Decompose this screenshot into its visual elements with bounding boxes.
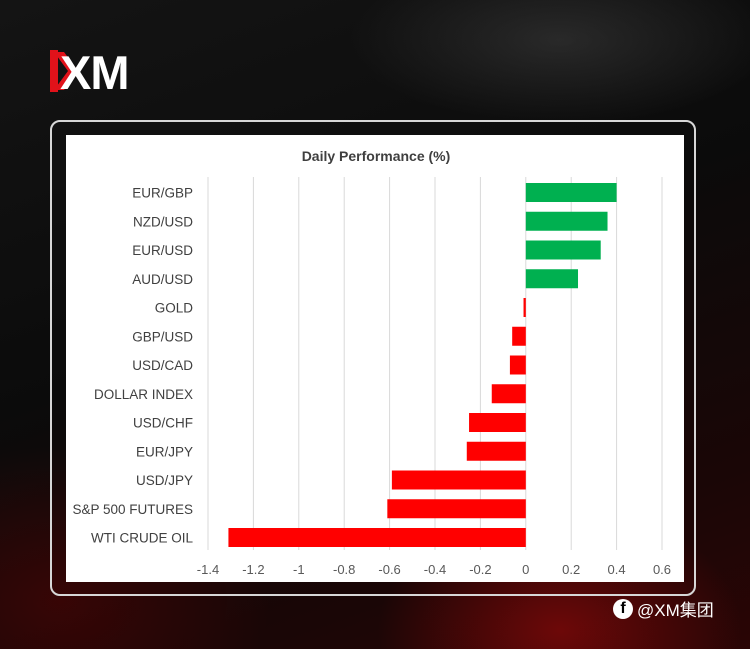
bar (525, 183, 617, 202)
bar (525, 240, 601, 260)
chart-panel: Daily Performance (%) EUR/GBP NZD/USD EUR/… (66, 135, 684, 582)
xm-logo-icon: XM (50, 48, 130, 94)
category-label: USD/CHF (133, 416, 193, 431)
bar (525, 269, 579, 289)
x-tick-label: -1 (293, 562, 305, 577)
category-label: GBP/USD (132, 329, 193, 344)
bar (525, 211, 608, 231)
category-label: S&P 500 FUTURES (72, 502, 193, 517)
logo-text: XM (60, 48, 129, 94)
category-labels: EUR/GBP NZD/USD EUR/USD AUD/USD GOLD GBP/USD U… (72, 186, 193, 546)
bar (387, 499, 526, 519)
category-label: DOLLAR INDEX (94, 387, 193, 402)
bar (466, 441, 526, 461)
bar (512, 326, 526, 346)
x-tick-label: -0.8 (333, 562, 355, 577)
x-tick-label: -0.4 (424, 562, 446, 577)
bar (523, 298, 526, 317)
category-label: USD/JPY (136, 473, 193, 488)
category-label: EUR/GBP (132, 186, 193, 201)
x-tick-label: -0.6 (378, 562, 400, 577)
category-label: GOLD (155, 301, 194, 316)
watermark: f @XM集团 (613, 596, 714, 621)
bar (509, 355, 526, 375)
bar (391, 470, 526, 490)
category-label: EUR/USD (132, 243, 193, 258)
x-tick-label: -0.2 (469, 562, 491, 577)
category-label: USD/CAD (132, 358, 193, 373)
category-label: AUD/USD (132, 272, 193, 287)
bar (491, 384, 526, 404)
x-tick-label: -1.4 (197, 562, 219, 577)
bar (228, 528, 526, 547)
x-tick-label: 0.2 (562, 562, 580, 577)
watermark-text: @XM集团 (637, 601, 714, 620)
category-label: WTI CRUDE OIL (91, 531, 193, 546)
category-label: EUR/JPY (136, 444, 193, 459)
chart-frame (50, 120, 696, 596)
bars (228, 183, 617, 547)
x-tick-label: 0.4 (608, 562, 626, 577)
x-tick-label: -1.2 (242, 562, 264, 577)
category-label: NZD/USD (133, 214, 193, 229)
chart-title: Daily Performance (%) (302, 148, 451, 164)
x-tick-label: 0 (522, 562, 529, 577)
x-tick-labels: -1.4 -1.2 -1 -0.8 -0.6 -0.4 -0.2 0 0.2 0.4 0.6 (197, 562, 671, 577)
facebook-icon: f (613, 598, 633, 619)
brand-logo: XM (50, 48, 160, 94)
bar (469, 413, 526, 432)
bar-chart: Daily Performance (%) EUR/GBPNZD/USDEUR/… (72, 148, 671, 577)
gridlines (207, 177, 663, 550)
x-tick-label: 0.6 (653, 562, 671, 577)
